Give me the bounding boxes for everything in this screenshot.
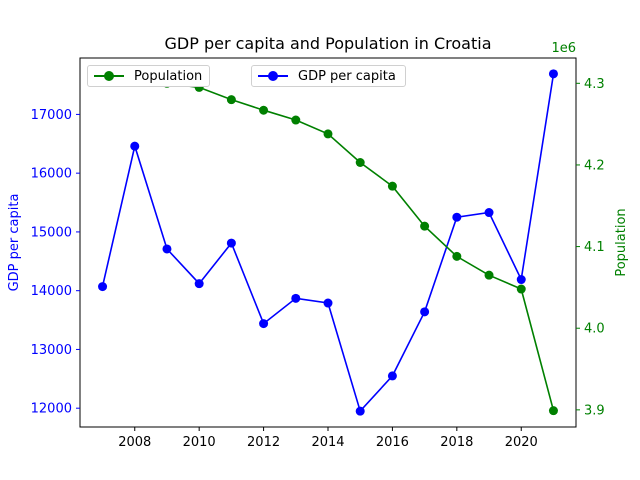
population-point [548, 406, 558, 416]
population-point [291, 115, 301, 125]
left-y-tick-label: 13000 [31, 343, 72, 358]
population-point [484, 270, 494, 280]
left-y-tick-label: 15000 [31, 225, 72, 240]
legend-population-swatch [94, 68, 124, 84]
population-point [516, 284, 526, 294]
chart-title: GDP per capita and Population in Croatia [164, 34, 491, 53]
population-point [420, 221, 430, 231]
gdp-per-capita-point [355, 406, 365, 416]
gdp-per-capita-point [194, 279, 204, 289]
gdp-per-capita-point [98, 282, 108, 292]
x-tick-label: 2010 [183, 435, 216, 450]
gdp-per-capita-point [484, 208, 494, 218]
x-tick-label: 2018 [440, 435, 473, 450]
population-point [452, 251, 462, 261]
right-y-tick-label: 3.9 [584, 403, 605, 418]
legend-gdp: GDP per capita [251, 65, 406, 87]
left-y-tick-label: 16000 [31, 167, 72, 182]
population-point [226, 95, 236, 105]
left-y-tick-label: 17000 [31, 108, 72, 123]
x-tick-label: 2008 [118, 435, 151, 450]
x-tick-label: 2014 [311, 435, 344, 450]
legend-gdp-swatch [258, 68, 288, 84]
gdp-per-capita-point [291, 293, 301, 303]
right-y-tick-label: 4.0 [584, 322, 605, 337]
left-y-tick-label: 12000 [31, 402, 72, 417]
gdp-per-capita-point [323, 298, 333, 308]
gdp-per-capita-point [516, 275, 526, 285]
left-y-tick-label: 14000 [31, 284, 72, 299]
right-y-tick-label: 4.1 [584, 240, 605, 255]
legend-population: Population [87, 65, 210, 87]
gdp-per-capita-point [130, 141, 140, 151]
population-line [102, 74, 555, 411]
gdp-per-capita-point [387, 371, 397, 381]
x-tick-label: 2020 [505, 435, 538, 450]
right-y-tick-label: 4.2 [584, 158, 605, 173]
legend-population-label: Population [134, 68, 203, 84]
right-y-axis-label: Population [614, 208, 629, 276]
x-tick-label: 2012 [247, 435, 280, 450]
gdp-per-capita-point [259, 319, 269, 329]
right-y-multiplier: 1e6 [551, 41, 576, 56]
legend-gdp-label: GDP per capita [298, 68, 396, 84]
gdp-per-capita-point [548, 69, 558, 79]
left-y-axis-label: GDP per capita [7, 194, 22, 292]
plot-frame [79, 57, 577, 428]
population-point [355, 157, 365, 167]
x-tick-label: 2016 [376, 435, 409, 450]
gdp-per-capita-point [226, 238, 236, 248]
population-point [259, 105, 269, 115]
population-point [323, 129, 333, 139]
gdp-per-capita-point [452, 212, 462, 222]
population-point [387, 181, 397, 191]
gdp-per-capita-point [420, 307, 430, 317]
gdp-per-capita-line [101, 73, 555, 413]
gdp-per-capita-point [162, 244, 172, 254]
right-y-tick-label: 4.3 [584, 77, 605, 92]
